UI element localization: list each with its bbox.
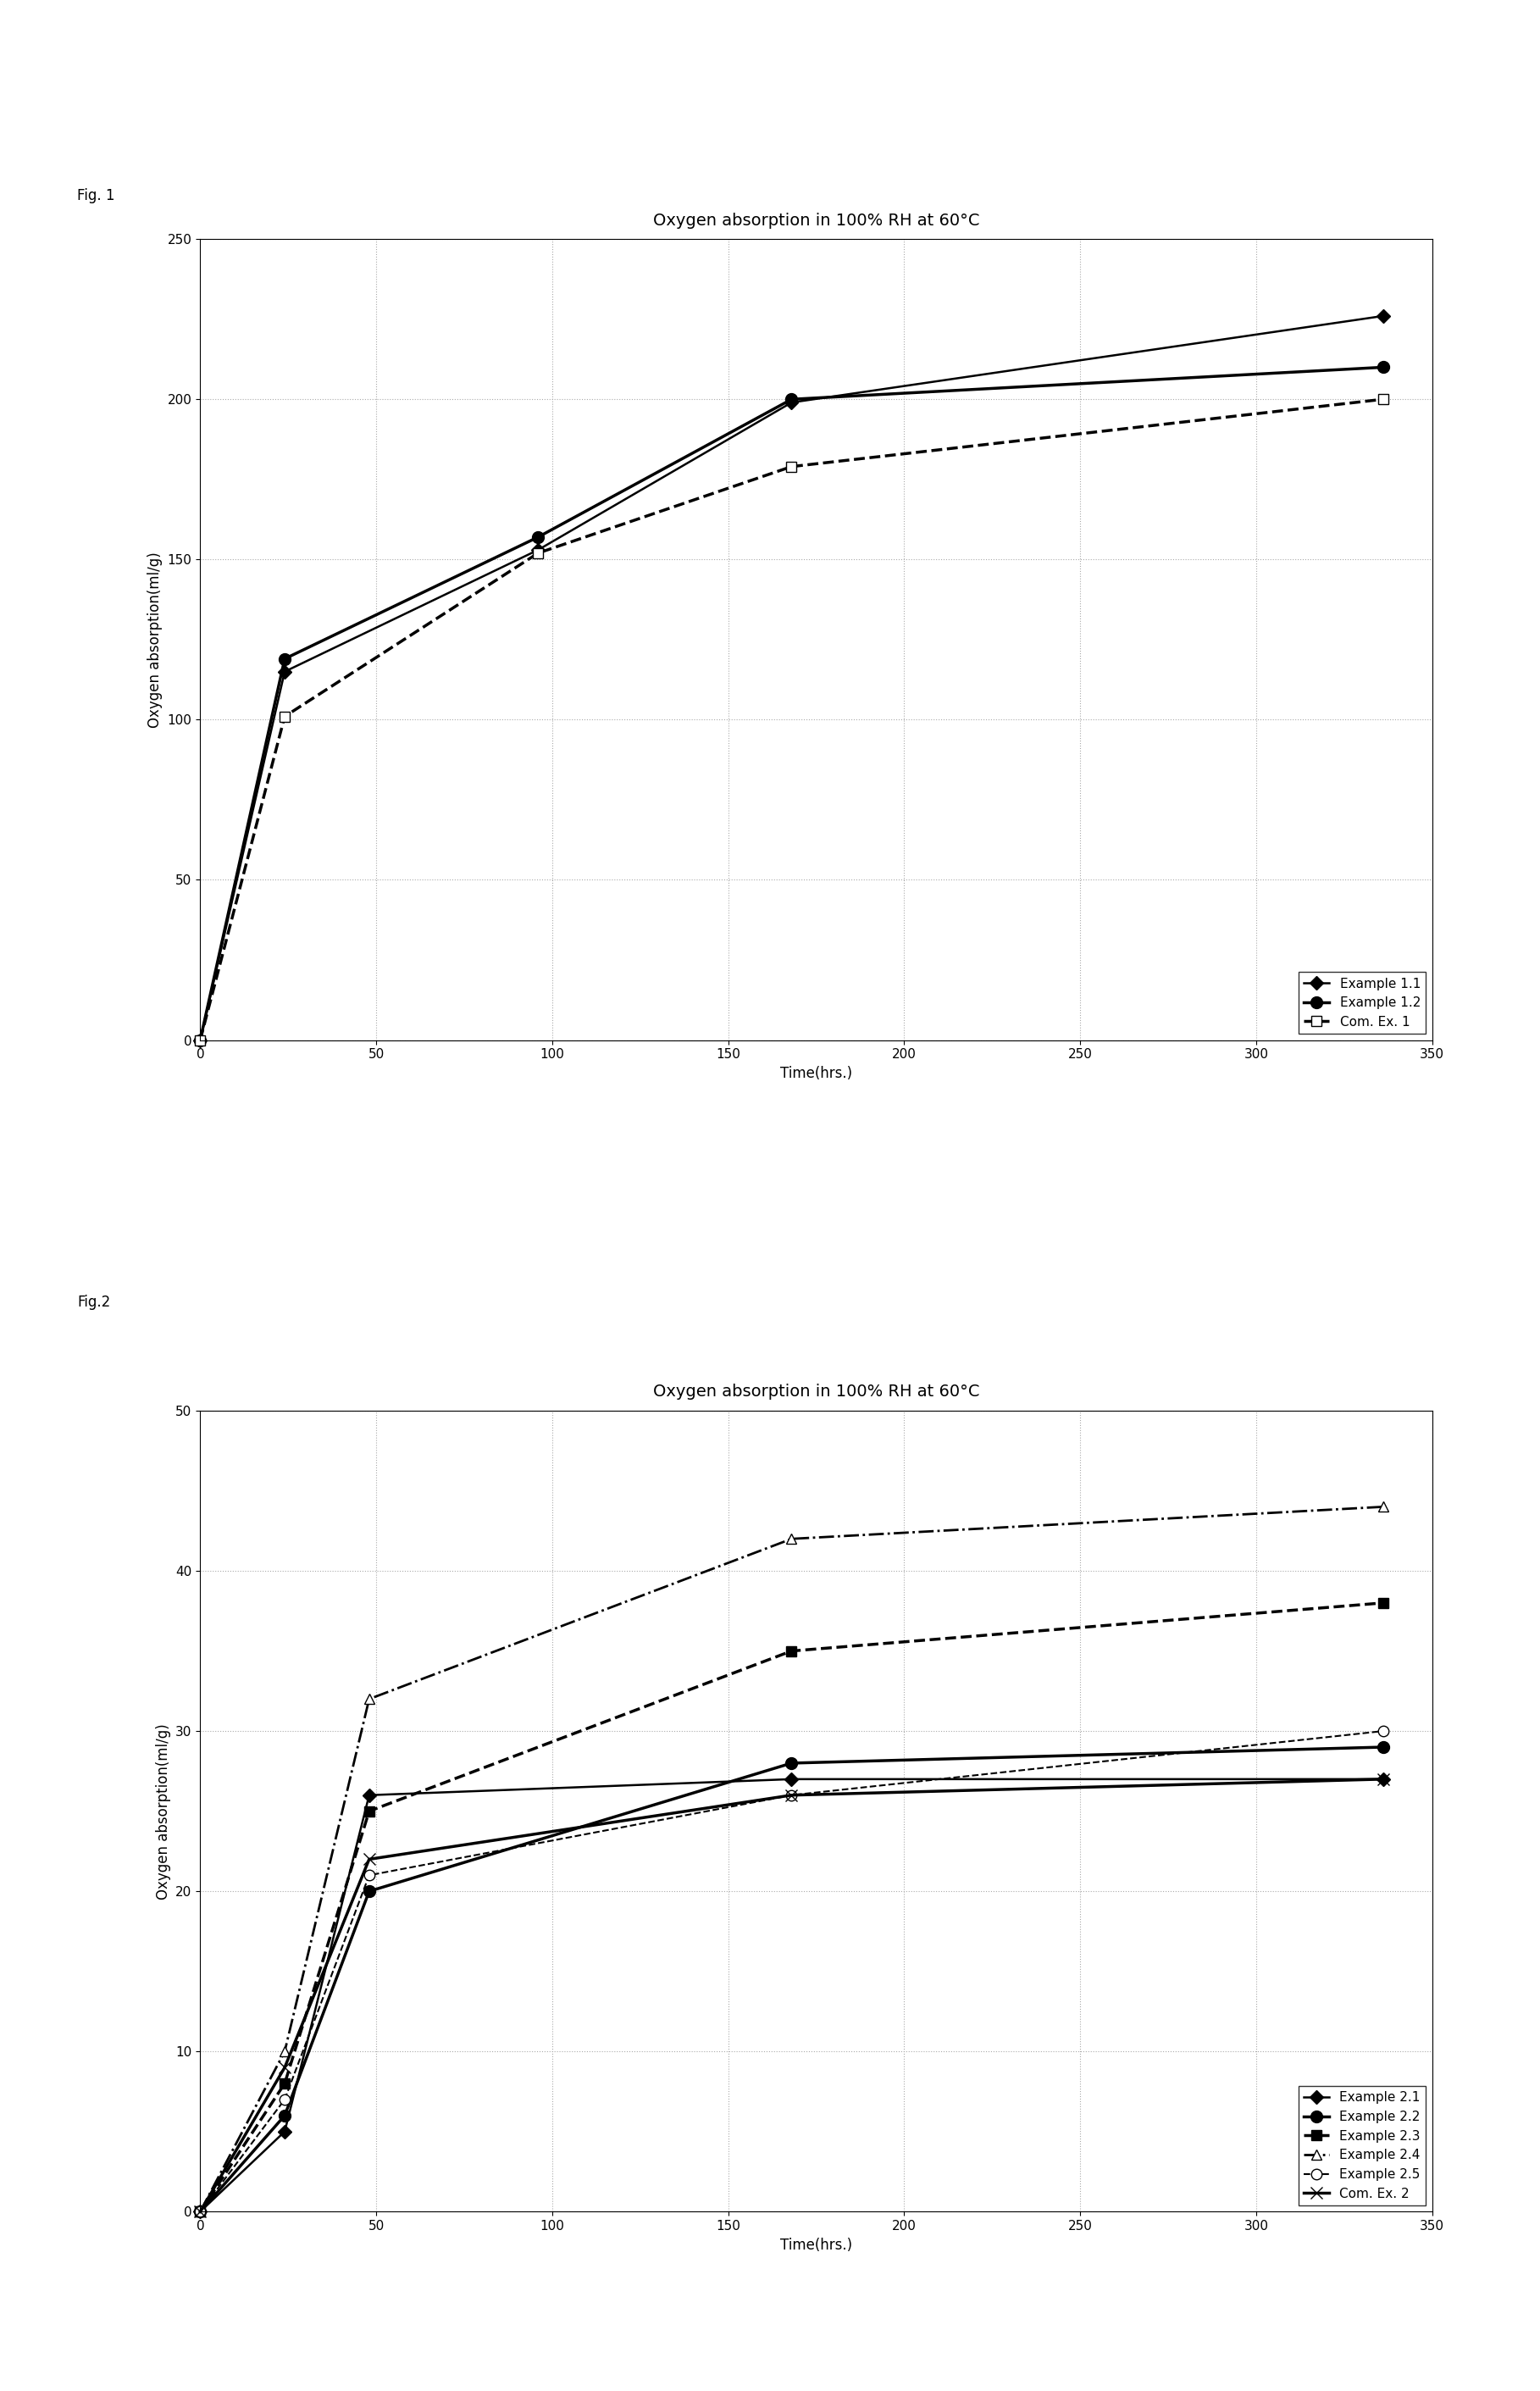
Example 1.2 bbox=[1374, 354, 1392, 383]
Com. Ex. 1 bbox=[782, 452, 801, 481]
Example 2.3 bbox=[782, 1635, 801, 1664]
Example 2.2 bbox=[782, 1748, 801, 1777]
Com. Ex. 2 bbox=[191, 2197, 209, 2226]
Example 2.5 bbox=[1374, 1717, 1392, 1745]
X-axis label: Time(hrs.): Time(hrs.) bbox=[781, 1066, 852, 1081]
Example 1.1 bbox=[528, 536, 547, 564]
Example 1.1 bbox=[191, 1026, 209, 1054]
Example 2.4 bbox=[782, 1525, 801, 1554]
Example 1.1 bbox=[1374, 301, 1392, 330]
Example 2.1 bbox=[276, 2118, 294, 2147]
Example 1.2 bbox=[528, 524, 547, 552]
X-axis label: Time(hrs.): Time(hrs.) bbox=[781, 2238, 852, 2252]
Example 1.1 bbox=[782, 387, 801, 416]
Example 2.2 bbox=[1374, 1733, 1392, 1762]
Example 2.1 bbox=[782, 1765, 801, 1793]
Example 2.4 bbox=[276, 2037, 294, 2066]
Example 2.3 bbox=[360, 1798, 379, 1827]
Example 2.2 bbox=[360, 1877, 379, 1906]
Text: Fig.2: Fig.2 bbox=[77, 1296, 111, 1310]
Com. Ex. 1 bbox=[528, 538, 547, 567]
Line: Example 2.1: Example 2.1 bbox=[196, 1774, 1388, 2216]
Com. Ex. 1 bbox=[1374, 385, 1392, 414]
Example 2.1 bbox=[360, 1781, 379, 1810]
Line: Example 2.5: Example 2.5 bbox=[196, 1726, 1388, 2216]
Text: Fig. 1: Fig. 1 bbox=[77, 189, 114, 203]
Example 2.4 bbox=[1374, 1492, 1392, 1521]
Line: Example 1.1: Example 1.1 bbox=[196, 311, 1388, 1045]
Title: Oxygen absorption in 100% RH at 60°C: Oxygen absorption in 100% RH at 60°C bbox=[653, 213, 979, 230]
Example 2.2 bbox=[276, 2102, 294, 2130]
Y-axis label: Oxygen absorption(ml/g): Oxygen absorption(ml/g) bbox=[148, 552, 163, 727]
Example 2.5 bbox=[276, 2085, 294, 2114]
Com. Ex. 2 bbox=[360, 1846, 379, 1875]
Com. Ex. 2 bbox=[782, 1781, 801, 1810]
Com. Ex. 1 bbox=[276, 703, 294, 732]
Com. Ex. 2 bbox=[276, 2054, 294, 2083]
Example 2.1 bbox=[191, 2197, 209, 2226]
Example 2.4 bbox=[191, 2197, 209, 2226]
Example 2.3 bbox=[1374, 1588, 1392, 1616]
Example 2.5 bbox=[191, 2197, 209, 2226]
Line: Example 1.2: Example 1.2 bbox=[194, 361, 1389, 1045]
Com. Ex. 2 bbox=[1374, 1765, 1392, 1793]
Example 2.3 bbox=[191, 2197, 209, 2226]
Title: Oxygen absorption in 100% RH at 60°C: Oxygen absorption in 100% RH at 60°C bbox=[653, 1384, 979, 1401]
Com. Ex. 1 bbox=[191, 1026, 209, 1054]
Example 1.2 bbox=[782, 385, 801, 414]
Line: Example 2.3: Example 2.3 bbox=[196, 1597, 1388, 2216]
Example 2.5 bbox=[360, 1860, 379, 1889]
Example 2.4 bbox=[360, 1686, 379, 1714]
Example 1.1 bbox=[276, 658, 294, 686]
Example 2.1 bbox=[1374, 1765, 1392, 1793]
Example 2.3 bbox=[276, 2068, 294, 2097]
Line: Com. Ex. 1: Com. Ex. 1 bbox=[196, 395, 1388, 1045]
Line: Example 2.2: Example 2.2 bbox=[194, 1741, 1389, 2216]
Example 2.5 bbox=[782, 1781, 801, 1810]
Example 1.2 bbox=[191, 1026, 209, 1054]
Line: Com. Ex. 2: Com. Ex. 2 bbox=[194, 1774, 1389, 2216]
Example 2.2 bbox=[191, 2197, 209, 2226]
Line: Example 2.4: Example 2.4 bbox=[196, 1502, 1388, 2216]
Legend: Example 1.1, Example 1.2, Com. Ex. 1: Example 1.1, Example 1.2, Com. Ex. 1 bbox=[1298, 973, 1426, 1033]
Y-axis label: Oxygen absorption(ml/g): Oxygen absorption(ml/g) bbox=[156, 1724, 171, 1898]
Example 1.2 bbox=[276, 646, 294, 674]
Legend: Example 2.1, Example 2.2, Example 2.3, Example 2.4, Example 2.5, Com. Ex. 2: Example 2.1, Example 2.2, Example 2.3, E… bbox=[1298, 2087, 1426, 2205]
